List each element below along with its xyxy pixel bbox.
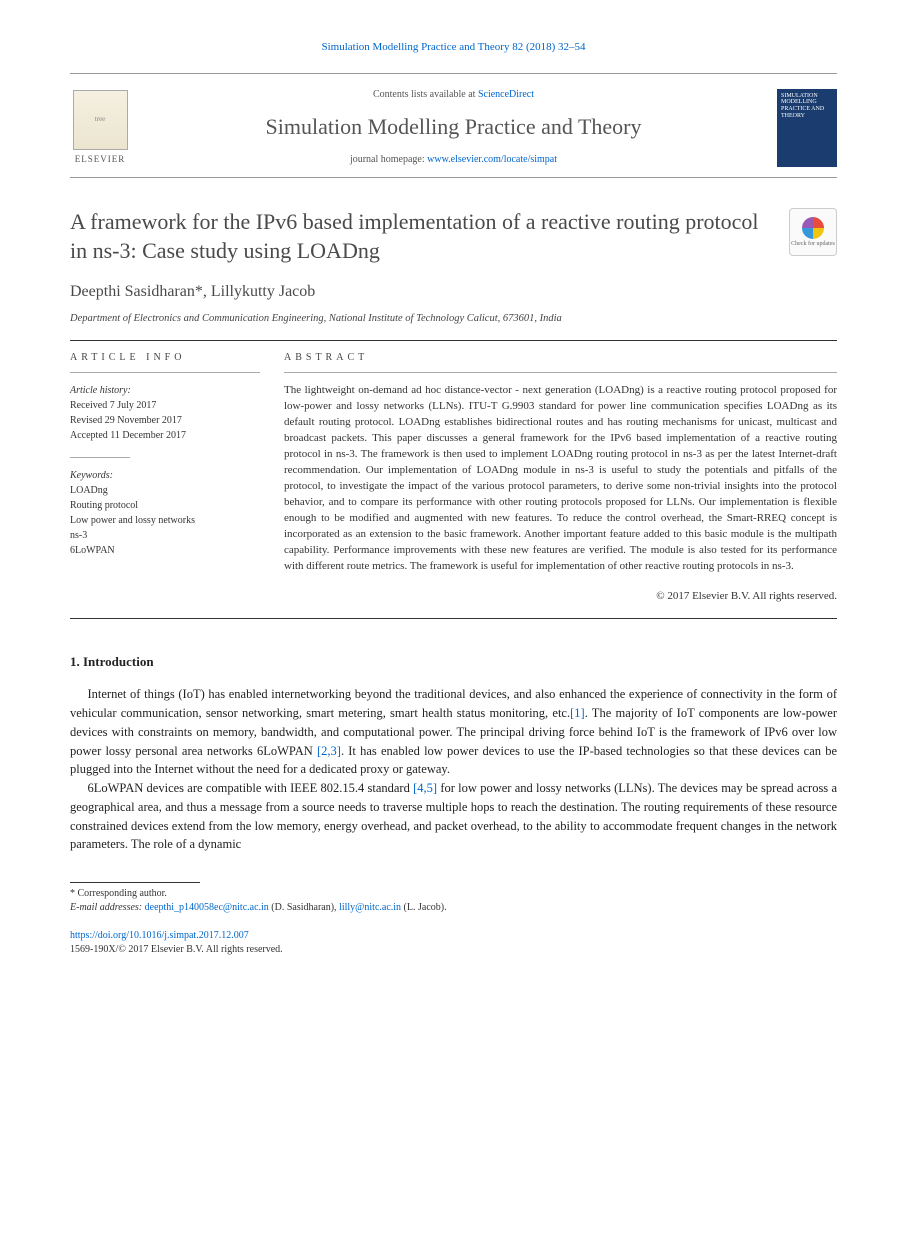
article-title: A framework for the IPv6 based implement… — [70, 208, 837, 265]
issn-copyright: 1569-190X/© 2017 Elsevier B.V. All right… — [70, 943, 837, 957]
journal-homepage: journal homepage: www.elsevier.com/locat… — [130, 153, 777, 167]
article-info-header: ARTICLE INFO — [70, 341, 260, 373]
contents-prefix: Contents lists available at — [373, 89, 478, 100]
article-info-column: ARTICLE INFO Article history: Received 7… — [70, 341, 260, 604]
publisher-logo: tree ELSEVIER — [70, 90, 130, 166]
divider — [70, 618, 837, 619]
contents-available: Contents lists available at ScienceDirec… — [130, 88, 777, 102]
keyword: 6LoWPAN — [70, 543, 260, 558]
affiliation: Department of Electronics and Communicat… — [70, 312, 837, 327]
abstract-column: ABSTRACT The lightweight on-demand ad ho… — [284, 341, 837, 604]
email-label: E-mail addresses: — [70, 902, 145, 913]
abstract-copyright: © 2017 Elsevier B.V. All rights reserved… — [284, 589, 837, 604]
journal-reference: Simulation Modelling Practice and Theory… — [70, 40, 837, 55]
keyword: LOADng — [70, 483, 260, 498]
publisher-name: ELSEVIER — [75, 153, 126, 166]
citation-link[interactable]: [2,3] — [317, 744, 341, 758]
homepage-prefix: journal homepage: — [350, 154, 427, 165]
email-addresses: E-mail addresses: deepthi_p140058ec@nitc… — [70, 901, 837, 915]
divider — [70, 457, 130, 458]
doi-block: https://doi.org/10.1016/j.simpat.2017.12… — [70, 929, 837, 957]
keyword: Routing protocol — [70, 498, 260, 513]
author-email-link[interactable]: deepthi_p140058ec@nitc.ac.in — [145, 902, 269, 913]
citation-link[interactable]: [1] — [570, 706, 585, 720]
info-abstract-row: ARTICLE INFO Article history: Received 7… — [70, 341, 837, 604]
journal-title: Simulation Modelling Practice and Theory — [130, 112, 777, 143]
keyword: Low power and lossy networks — [70, 513, 260, 528]
author-email-link[interactable]: lilly@nitc.ac.in — [339, 902, 401, 913]
body-text: 6LoWPAN devices are compatible with IEEE… — [88, 781, 414, 795]
keywords-label: Keywords: — [70, 468, 260, 483]
authors: Deepthi Sasidharan*, Lillykutty Jacob — [70, 281, 837, 303]
keyword: ns-3 — [70, 528, 260, 543]
footnote-rule — [70, 882, 200, 883]
crossmark-icon — [802, 217, 824, 239]
abstract-text: The lightweight on-demand ad hoc distanc… — [284, 383, 837, 574]
sciencedirect-link[interactable]: ScienceDirect — [478, 89, 534, 100]
revised-date: Revised 29 November 2017 — [70, 413, 260, 428]
citation-link[interactable]: [4,5] — [413, 781, 437, 795]
accepted-date: Accepted 11 December 2017 — [70, 428, 260, 443]
article-history: Article history: Received 7 July 2017 Re… — [70, 383, 260, 443]
section-heading-introduction: 1. Introduction — [70, 653, 837, 671]
homepage-link[interactable]: www.elsevier.com/locate/simpat — [427, 154, 557, 165]
body-paragraph: Internet of things (IoT) has enabled int… — [70, 685, 837, 779]
body-paragraph: 6LoWPAN devices are compatible with IEEE… — [70, 779, 837, 854]
abstract-header: ABSTRACT — [284, 341, 837, 373]
journal-header: tree ELSEVIER Contents lists available a… — [70, 73, 837, 178]
elsevier-tree-icon: tree — [73, 90, 128, 150]
received-date: Received 7 July 2017 — [70, 398, 260, 413]
check-updates-badge[interactable]: Check for updates — [789, 208, 837, 256]
history-label: Article history: — [70, 383, 260, 398]
keywords-block: Keywords: LOADng Routing protocol Low po… — [70, 468, 260, 558]
journal-cover-thumbnail: SIMULATION MODELLING PRACTICE AND THEORY — [777, 89, 837, 167]
email-who: (L. Jacob). — [401, 902, 447, 913]
check-updates-label: Check for updates — [791, 241, 835, 247]
doi-link[interactable]: https://doi.org/10.1016/j.simpat.2017.12… — [70, 930, 249, 941]
corresponding-author-note: * Corresponding author. — [70, 887, 837, 901]
header-center: Contents lists available at ScienceDirec… — [130, 88, 777, 167]
email-who: (D. Sasidharan), — [269, 902, 339, 913]
